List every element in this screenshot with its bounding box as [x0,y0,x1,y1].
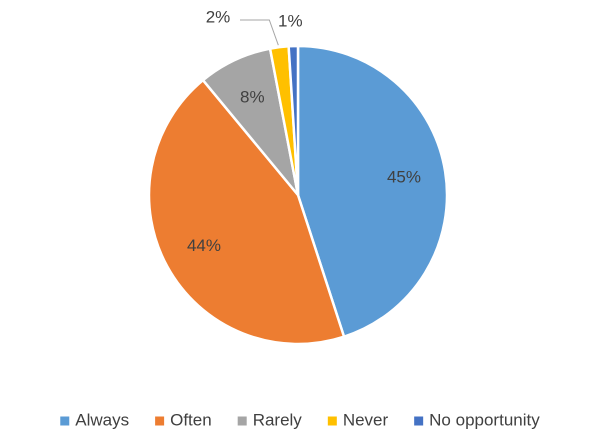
pie-slice-always [296,44,449,338]
pie-slice-no-opportunity [287,44,300,197]
legend-swatch-never [327,416,337,426]
legend-swatch-no-opportunity [414,416,424,426]
slice-label-never: 2% [206,7,231,26]
leader-line-never [240,19,279,46]
slice-label-rarely: 8% [240,87,265,106]
legend-label-never: Never [343,410,389,429]
legend-label-always: Always [75,410,129,429]
legend: Always Often Rarely Never No opportunity [60,410,540,429]
legend-swatch-often [155,416,165,426]
legend-label-no-opportunity: No opportunity [429,410,540,429]
slice-label-often: 44% [187,236,221,255]
slice-labels: 45% 44% 8% 2% 1% [187,7,421,255]
slice-label-no-opportunity: 1% [278,11,303,30]
legend-swatch-always [60,416,70,426]
pie-slice-often [147,78,346,346]
slice-label-always: 45% [387,168,421,187]
legend-swatch-rarely [237,416,247,426]
legend-label-often: Often [170,410,212,429]
legend-label-rarely: Rarely [253,410,303,429]
pie-slices [147,44,449,346]
